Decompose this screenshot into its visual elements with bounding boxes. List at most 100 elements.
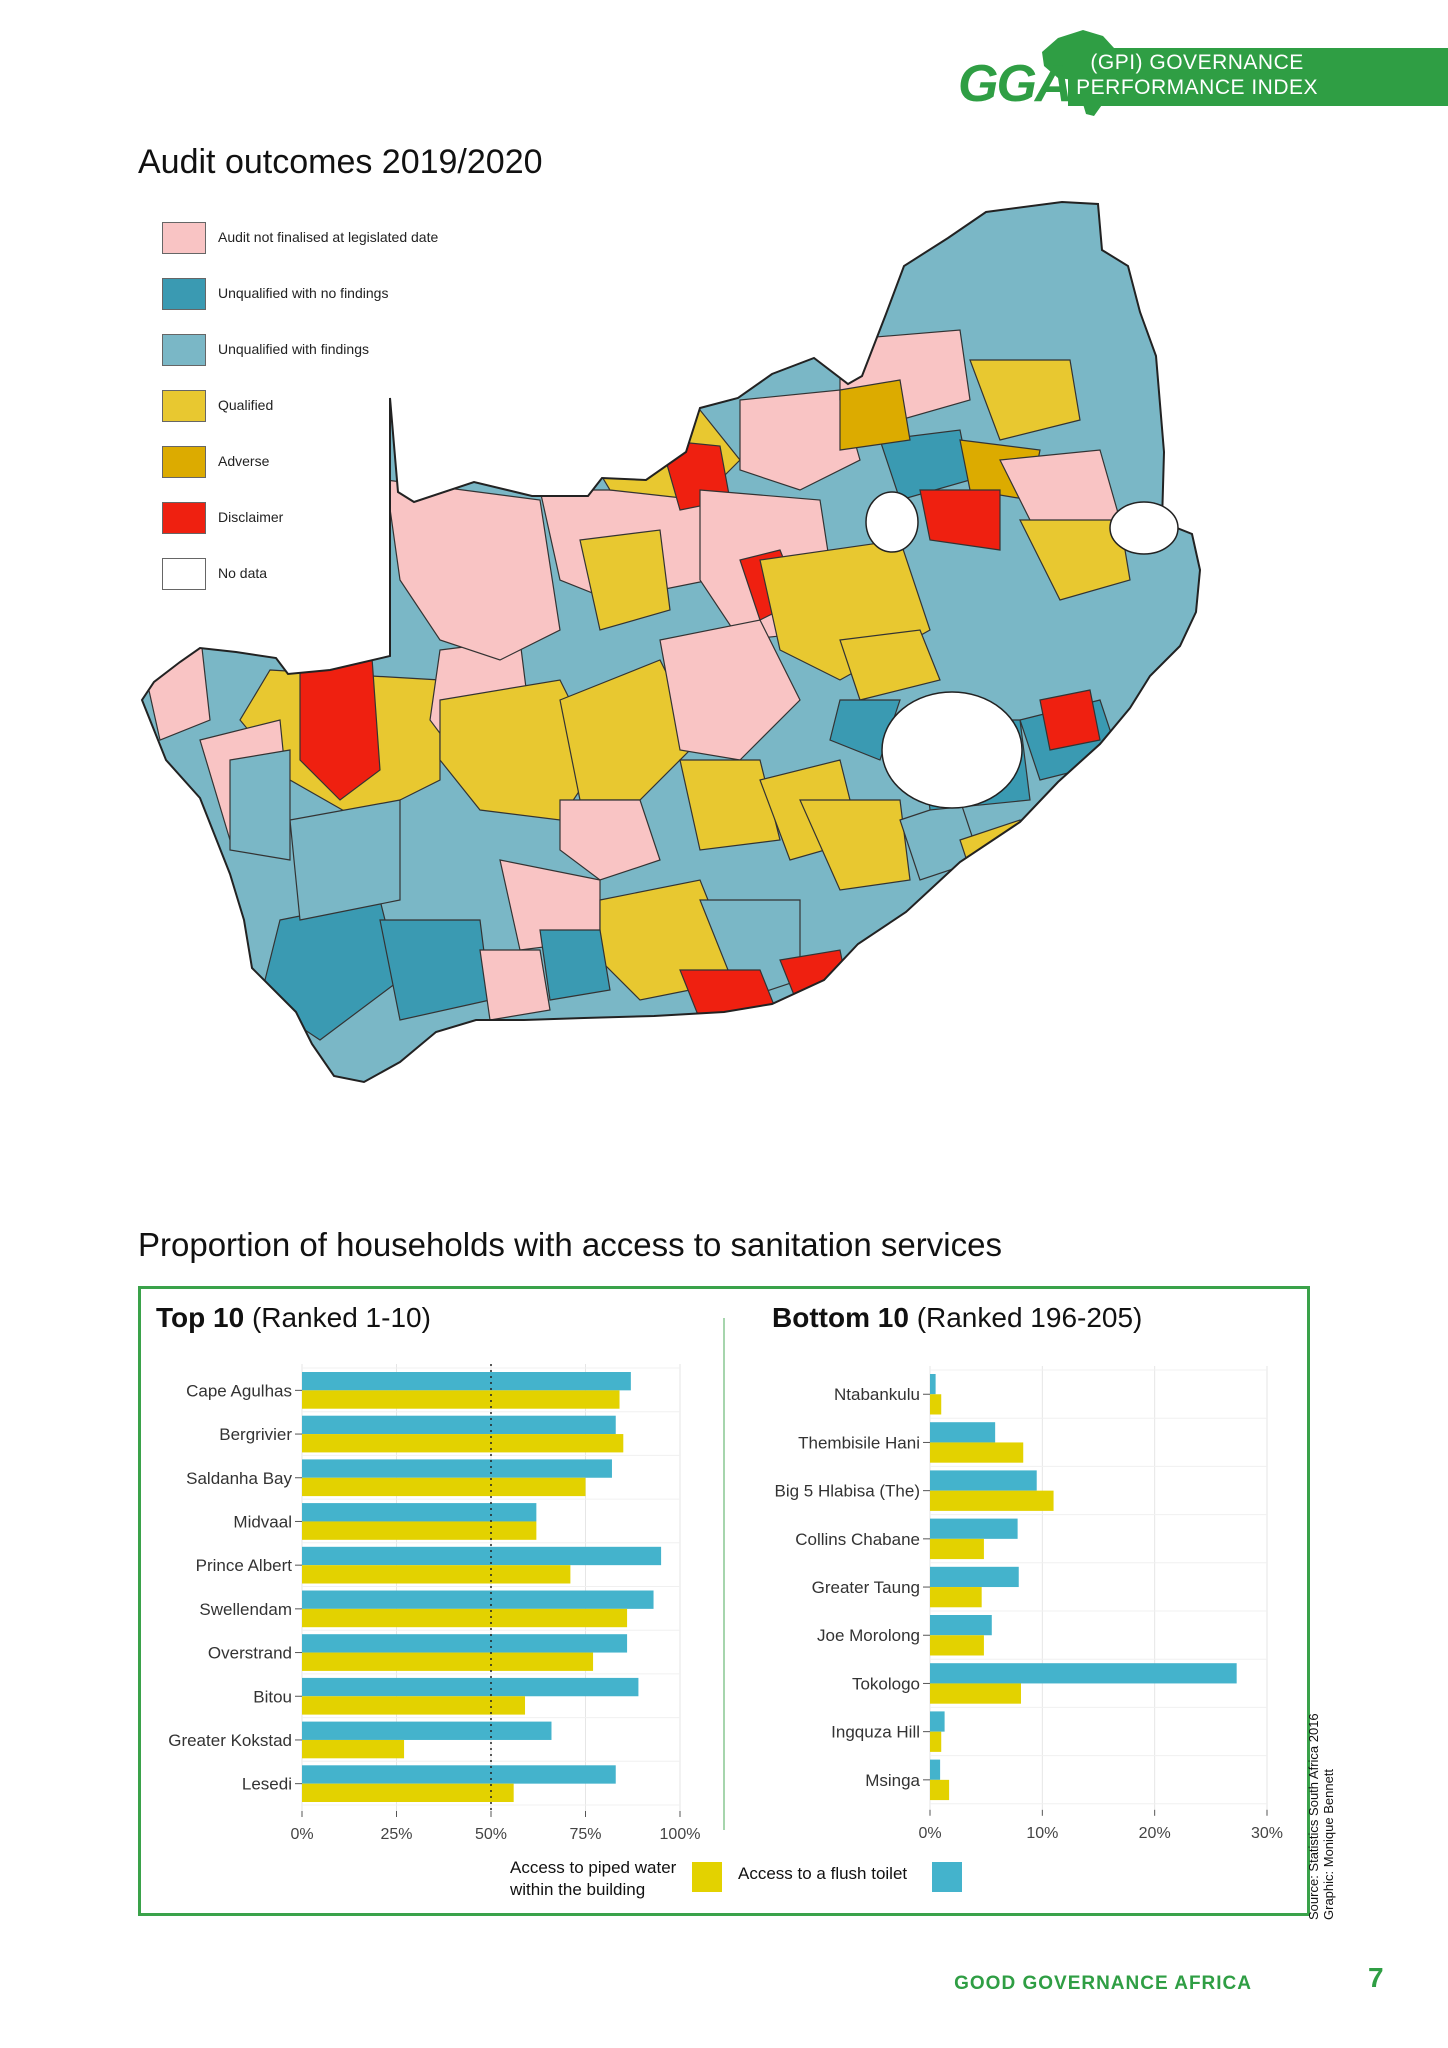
bottom10-piped-water-bar: [930, 1779, 950, 1801]
bottom10-piped-water-bar: [930, 1394, 942, 1415]
brand-name: GGA: [958, 55, 1072, 113]
source-note: Source: Statistics South Africa 2016 Gra…: [1306, 1705, 1336, 1920]
top10-piped-water-bar: [302, 1739, 405, 1759]
legend-toilet-label: Access to a flush toilet: [738, 1864, 908, 1883]
bottom10-piped-water-bar: [930, 1683, 1021, 1704]
bottom10-piped-water-bar: [930, 1490, 1054, 1511]
chart-frame: [138, 1286, 1310, 1916]
eswatini-no-data: [1109, 501, 1179, 555]
south-africa-audit-map: [140, 200, 1202, 1084]
legend-water-line-1: Access to piped water: [510, 1858, 677, 1877]
bottom10-category-label: Greater Taung: [812, 1578, 920, 1597]
legend-label: No data: [218, 565, 268, 581]
graphic-credit: Graphic: Monique Bennett: [1321, 1768, 1336, 1920]
top10-category-label: Cape Agulhas: [186, 1381, 292, 1400]
bottom10-category-label: Thembisile Hani: [798, 1433, 920, 1452]
top10-piped-water-bar: [302, 1608, 628, 1628]
legend-item: Unqualified with findings: [162, 334, 562, 368]
legend-toilet-swatch: [932, 1862, 962, 1892]
legend-swatch-qualified: [162, 390, 206, 422]
bottom10-xtick-label: 20%: [1139, 1825, 1171, 1842]
top10-piped-water-bar: [302, 1783, 514, 1803]
bottom10-piped-water-bar: [930, 1442, 1024, 1463]
legend-item: Unqualified with no findings: [162, 278, 562, 312]
top10-title: Top 10 (Ranked 1-10): [156, 1302, 431, 1334]
top10-piped-water-bar: [302, 1390, 620, 1409]
bottom10-category-label: Ingquza Hill: [831, 1723, 920, 1742]
legend-water-swatch: [692, 1862, 722, 1892]
top10-piped-water-bar: [302, 1434, 624, 1453]
top10-title-rest: (Ranked 1-10): [251, 1302, 431, 1333]
legend-item: Audit not finalised at legislated date: [162, 222, 562, 256]
africa-icon: [1042, 30, 1126, 116]
bottom10-flush-toilet-bar: [930, 1566, 1019, 1588]
top10-category-label: Saldanha Bay: [186, 1469, 292, 1488]
bottom10-flush-toilet-bar: [930, 1470, 1037, 1491]
top10-xtick-label: 0%: [290, 1826, 313, 1843]
legend-swatch-unqualified-findings: [162, 334, 206, 366]
bottom10-title-rest: (Ranked 196-205): [916, 1302, 1143, 1333]
bottom10-category-label: Tokologo: [852, 1674, 920, 1693]
top10-piped-water-bar: [302, 1696, 526, 1715]
legend-water-line-2: within the building: [510, 1880, 646, 1899]
chart-section-title: Proportion of households with access to …: [138, 1226, 1002, 1263]
top10-flush-toilet-bar: [302, 1372, 631, 1391]
top10-category-label: Bitou: [253, 1687, 292, 1706]
legend-label: Adverse: [218, 453, 270, 469]
bottom10-piped-water-bar: [930, 1587, 982, 1608]
bottom10-xtick-label: 30%: [1251, 1825, 1283, 1842]
index-name: (GPI) GOVERNANCE PERFORMANCE INDEX: [1076, 50, 1318, 100]
top10-piped-water-bar: [302, 1652, 594, 1671]
bottom10-flush-toilet-bar: [930, 1663, 1237, 1684]
top10-flush-toilet-bar: [302, 1459, 612, 1478]
top10-flush-toilet-bar: [302, 1677, 639, 1697]
footer-org: GOOD GOVERNANCE AFRICA: [954, 1973, 1252, 1994]
top10-xtick-label: 50%: [475, 1826, 507, 1843]
legend-label: Audit not finalised at legislated date: [218, 229, 439, 245]
top10-category-label: Midvaal: [233, 1512, 292, 1531]
top10-flush-toilet-bar: [302, 1503, 537, 1522]
legend-label: Unqualified with no findings: [218, 285, 389, 301]
legend-swatch-not-finalised: [162, 222, 206, 254]
lesotho-no-data: [881, 691, 1023, 809]
bottom10-flush-toilet-bar: [930, 1759, 941, 1780]
top10-flush-toilet-bar: [302, 1634, 628, 1653]
top10-xtick-label: 25%: [380, 1826, 412, 1843]
bottom10-flush-toilet-bar: [930, 1374, 936, 1395]
bottom10-category-label: Collins Chabane: [795, 1530, 920, 1549]
top10-category-label: Prince Albert: [196, 1556, 293, 1575]
top10-flush-toilet-bar: [302, 1415, 616, 1435]
top10-category-label: Overstrand: [208, 1644, 292, 1663]
legend-swatch-unqualified-no-findings: [162, 278, 206, 310]
top10-category-label: Lesedi: [242, 1775, 292, 1794]
legend-item: No data: [162, 558, 562, 592]
bottom10-category-label: Msinga: [865, 1771, 920, 1790]
top10-flush-toilet-bar: [302, 1721, 552, 1740]
index-line-1: (GPI) GOVERNANCE: [1090, 51, 1304, 74]
legend-label: Qualified: [218, 397, 274, 413]
bottom10-piped-water-bar: [930, 1635, 984, 1656]
top10-flush-toilet-bar: [302, 1765, 616, 1784]
bottom10-category-label: Ntabankulu: [834, 1385, 920, 1404]
top10-xtick-label: 100%: [660, 1826, 701, 1843]
bottom10-flush-toilet-bar: [930, 1615, 992, 1636]
bottom10-title-bold: Bottom 10: [772, 1302, 909, 1333]
legend-item: Adverse: [162, 446, 562, 480]
top10-title-bold: Top 10: [156, 1302, 245, 1333]
bottom10-piped-water-bar: [930, 1731, 942, 1752]
bottom10-xtick-label: 0%: [918, 1825, 941, 1842]
bottom10-flush-toilet-bar: [930, 1518, 1018, 1539]
logo-banner: [1068, 48, 1448, 106]
source-line: Source: Statistics South Africa 2016: [1306, 1713, 1321, 1920]
top10-category-label: Greater Kokstad: [168, 1731, 292, 1750]
bottom10-category-label: Joe Morolong: [817, 1626, 920, 1645]
bottom10-title: Bottom 10 (Ranked 196-205): [772, 1302, 1142, 1334]
bottom10-flush-toilet-bar: [930, 1422, 996, 1443]
bottom10-piped-water-bar: [930, 1538, 984, 1560]
legend-label: Disclaimer: [218, 509, 284, 525]
bottom10-category-label: Big 5 Hlabisa (The): [774, 1482, 920, 1501]
top10-piped-water-bar: [302, 1565, 571, 1584]
index-line-2: PERFORMANCE INDEX: [1076, 76, 1318, 99]
top10-xtick-label: 75%: [569, 1826, 601, 1843]
